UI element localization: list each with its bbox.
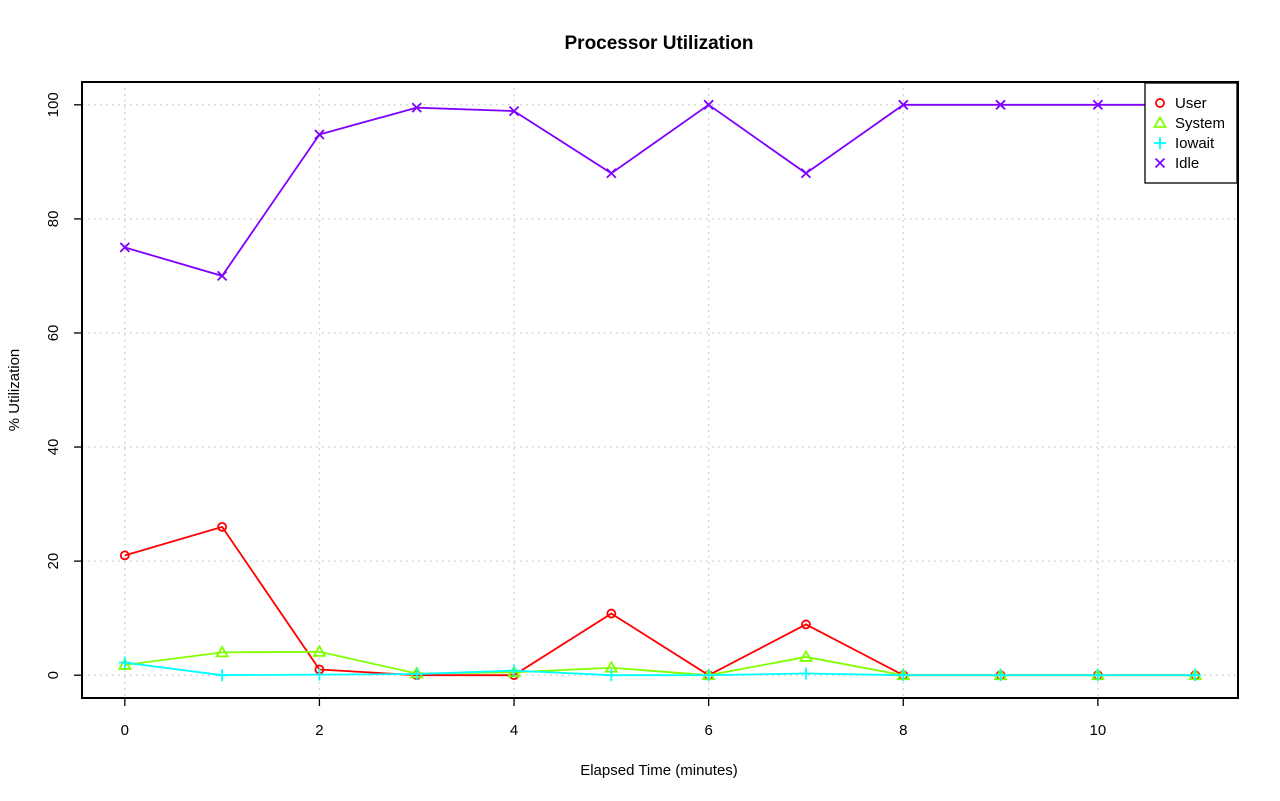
data-point-idle: [1092, 99, 1104, 110]
legend-marker-user: [1155, 98, 1165, 108]
data-point-idle: [411, 102, 422, 113]
data-point-idle: [119, 242, 130, 253]
legend-item-idle: Idle: [1154, 155, 1199, 172]
legend-marker-iowait: [1154, 137, 1166, 149]
legend-label-iowait: Iowait: [1175, 135, 1215, 152]
legend-marker-system: [1152, 115, 1168, 128]
series-idle: [119, 99, 1201, 282]
grid: [82, 82, 1238, 698]
data-point-iowait: [994, 669, 1007, 682]
x-axis-label: Elapsed Time (minutes): [580, 762, 738, 779]
x-tick-label: 8: [899, 722, 907, 739]
data-point-system: [312, 644, 327, 657]
legend-label-idle: Idle: [1175, 155, 1199, 172]
x-tick-label: 0: [121, 722, 129, 739]
data-point-system: [215, 645, 230, 658]
data-point-iowait: [897, 669, 910, 682]
data-point-system: [798, 649, 814, 662]
data-point-iowait: [799, 667, 812, 680]
data-point-idle: [606, 168, 617, 179]
data-point-iowait: [508, 664, 521, 677]
series-line-user: [124, 525, 1196, 677]
y-tick-label: 40: [45, 439, 62, 456]
data-point-iowait: [702, 669, 715, 682]
data-point-idle: [995, 99, 1006, 110]
x-tick-label: 4: [510, 722, 518, 739]
legend-item-system: System: [1152, 115, 1225, 132]
series-line-iowait: [124, 661, 1196, 677]
data-point-user: [801, 619, 811, 630]
data-point-idle: [508, 105, 520, 117]
legend-label-system: System: [1175, 115, 1225, 132]
data-point-iowait: [1091, 669, 1104, 682]
data-point-iowait: [410, 668, 423, 681]
y-tick-label: 0: [45, 671, 62, 679]
legend-item-iowait: Iowait: [1154, 135, 1215, 152]
legend: User System Iowait Idle: [1144, 82, 1238, 184]
series-iowait: [118, 656, 1202, 682]
x-tick-label: 10: [1090, 722, 1107, 739]
data-point-idle: [703, 99, 714, 110]
data-point-idle: [898, 99, 909, 110]
y-tick-label: 20: [45, 553, 62, 570]
legend-label-user: User: [1175, 95, 1207, 112]
y-tick-label: 100: [45, 92, 62, 117]
data-point-user: [606, 608, 617, 619]
data-point-iowait: [1189, 669, 1202, 682]
y-tick-label: 60: [45, 325, 62, 342]
data-point-iowait: [216, 669, 229, 682]
data-point-user: [217, 521, 228, 532]
y-tick-label: 80: [45, 211, 62, 228]
series-line-idle: [124, 103, 1196, 277]
data-point-iowait: [118, 656, 131, 669]
legend-item-user: User: [1155, 95, 1207, 112]
data-point-user: [119, 550, 130, 561]
x-tick-label: 6: [704, 722, 712, 739]
data-point-idle: [216, 270, 228, 282]
y-axis-label: % Utilization: [6, 349, 23, 432]
legend-marker-idle: [1154, 157, 1166, 169]
x-axis: 0 2 4 6 8 10: [121, 698, 1107, 739]
series-user: [119, 521, 1201, 681]
series-line-system: [124, 650, 1196, 677]
data-point-iowait: [313, 668, 326, 681]
y-axis: 0 20 40 60 80 100: [45, 92, 82, 679]
data-point-idle: [314, 129, 325, 140]
data-point-idle: [800, 168, 812, 179]
chart-title: Processor Utilization: [565, 33, 754, 54]
data-point-iowait: [605, 669, 618, 682]
data-point-system: [117, 657, 132, 670]
plot-series: [117, 99, 1203, 682]
plot-frame: [81, 81, 1239, 699]
x-tick-label: 2: [315, 722, 323, 739]
